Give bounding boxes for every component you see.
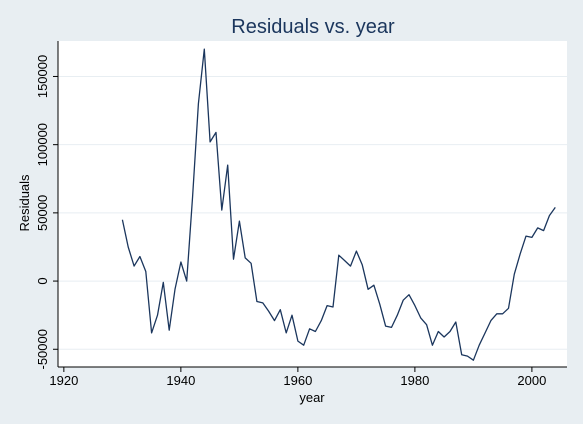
- x-tick-label: 1980: [400, 373, 429, 388]
- y-tick-label: 0: [35, 277, 50, 284]
- grid-lines: [58, 75, 567, 350]
- y-tick-label: 50000: [35, 195, 50, 231]
- chart-title: Residuals vs. year: [231, 16, 395, 38]
- x-tick-label: 1940: [166, 373, 195, 388]
- plot-area: [58, 41, 567, 367]
- x-tick-label: 1920: [49, 373, 78, 388]
- tick-labels: -50000 0 50000 100000 150000 1920 1940 1960 1980…: [35, 55, 546, 388]
- x-axis-label: year: [299, 390, 325, 405]
- series-line-residuals: [121, 48, 556, 361]
- y-tick-label: 100000: [35, 123, 50, 166]
- y-tick-label: -50000: [35, 329, 50, 369]
- y-tick-label: 150000: [35, 55, 50, 98]
- x-tick-label: 2000: [517, 373, 546, 388]
- y-axis-label: Residuals: [17, 174, 32, 232]
- axes: [53, 41, 567, 372]
- x-tick-label: 1960: [283, 373, 312, 388]
